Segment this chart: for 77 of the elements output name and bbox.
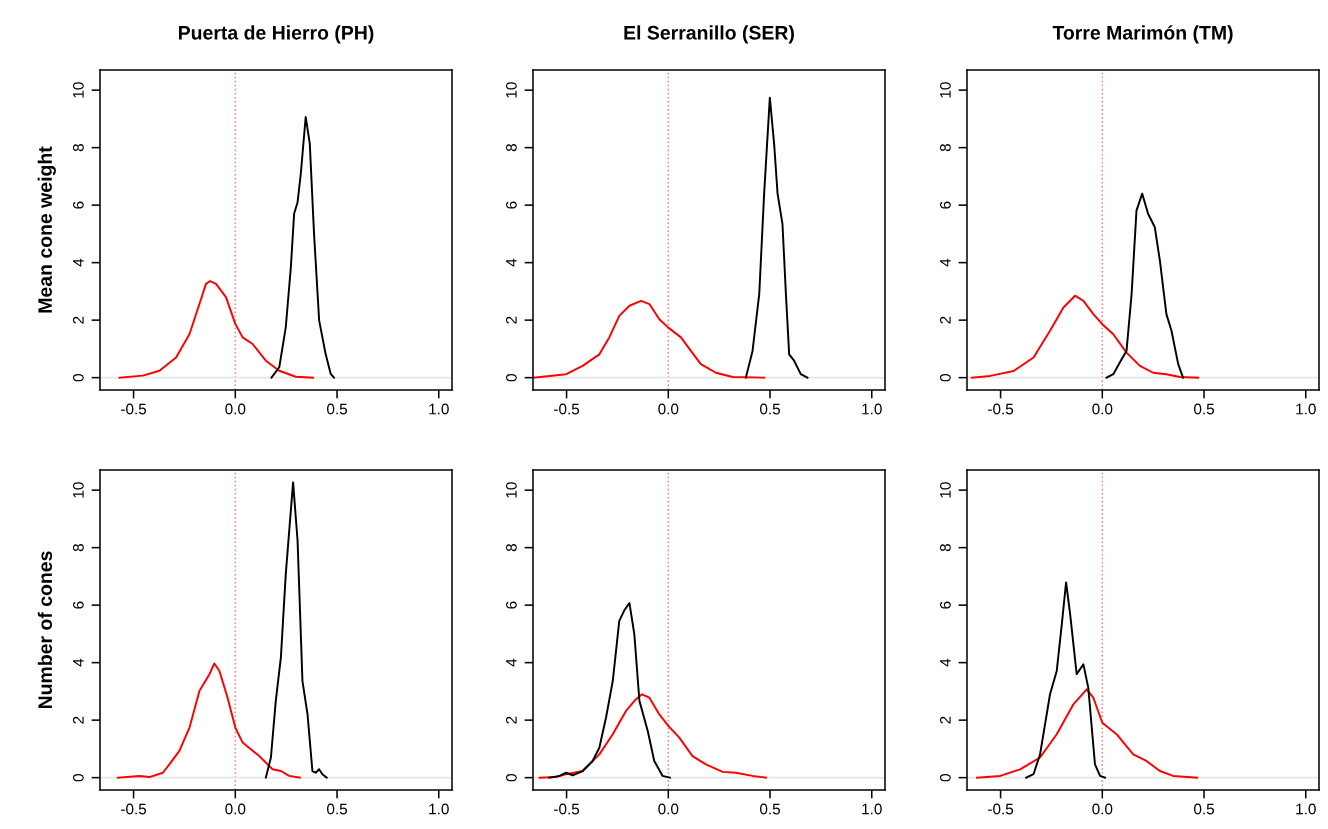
y-tick-label: 8 [72,144,84,152]
y-tick-label: 10 [72,82,84,98]
line-series [533,299,766,379]
chart-title: Torre Marimón (TM) [1052,25,1233,44]
y-tick-label: 4 [506,258,517,267]
x-tick-label: 0.5 [327,803,348,815]
y-tick-label: 6 [939,601,951,609]
y-tick-label: 4 [506,658,517,667]
y-axis-title: Number of cones [37,551,53,709]
y-tick-label: 4 [940,658,951,667]
chart-title: El Serranillo (SER) [624,25,794,44]
y-tick-label: 2 [939,316,951,324]
x-tick-label: -0.5 [988,803,1014,815]
y-tick-label: 8 [505,544,517,552]
y-tick-label: 4 [73,258,84,267]
y-tick-label: 0 [505,373,517,382]
y-tick-label: 2 [72,316,84,324]
line-series [976,688,1199,779]
y-tick-label: 8 [72,544,84,552]
x-tick-label: 0.0 [658,403,679,415]
x-tick-label: 0.0 [1092,403,1113,415]
line-series [270,115,335,379]
y-tick-label: 10 [939,482,951,498]
y-tick-label: 0 [939,773,951,782]
y-tick-label: 6 [72,601,84,609]
y-tick-label: 6 [505,201,517,209]
x-tick-label: 0.0 [1092,803,1113,815]
y-tick-label: 8 [505,144,517,152]
line-series [548,602,671,779]
y-tick-label: 0 [505,773,517,782]
x-tick-label: -0.5 [988,403,1014,415]
line-series [744,96,809,379]
y-tick-label: 2 [505,316,517,324]
y-tick-label: 6 [505,601,517,609]
y-tick-label: 10 [505,482,517,498]
x-tick-label: -0.5 [121,803,147,815]
y-tick-label: 4 [940,258,951,267]
x-tick-label: 0.5 [760,803,781,815]
x-tick-label: 1.0 [1296,403,1316,415]
y-tick-label: 10 [939,82,951,98]
line-series [118,280,314,379]
x-tick-label: 0.5 [327,403,348,415]
line-series [1105,192,1185,379]
y-tick-label: 0 [72,773,84,782]
x-tick-label: 0.0 [225,403,246,415]
y-tick-label: 8 [939,544,951,552]
y-tick-label: 2 [72,716,84,724]
chart-title: Puerta de Hierro (PH) [178,25,374,44]
x-tick-label: -0.5 [554,803,580,815]
y-tick-label: 2 [505,716,517,724]
y-tick-label: 10 [72,482,84,498]
line-series [538,693,767,779]
x-tick-label: 0.5 [760,403,781,415]
y-tick-label: 0 [72,373,84,382]
y-tick-label: 6 [939,201,951,209]
y-tick-label: 0 [939,373,951,382]
y-tick-label: 8 [939,144,951,152]
x-tick-label: 0.0 [658,803,679,815]
line-series [1025,581,1106,779]
x-tick-label: -0.5 [121,403,147,415]
x-tick-label: 0.5 [1194,803,1215,815]
x-tick-label: -0.5 [554,403,580,415]
x-tick-label: 1.0 [429,403,449,415]
y-tick-label: 6 [72,201,84,209]
y-tick-label: 2 [939,716,951,724]
x-tick-label: 0.0 [225,803,246,815]
line-series [116,662,301,779]
line-series [264,481,328,779]
y-axis-title: Mean cone weight [37,146,56,313]
x-tick-label: 1.0 [862,803,882,815]
x-tick-label: 1.0 [429,803,449,815]
y-tick-label: 10 [505,82,517,98]
line-series [970,294,1200,379]
x-tick-label: 1.0 [862,403,882,415]
x-tick-label: 1.0 [1296,803,1316,815]
x-tick-label: 0.5 [1194,403,1215,415]
y-tick-label: 4 [73,658,84,667]
